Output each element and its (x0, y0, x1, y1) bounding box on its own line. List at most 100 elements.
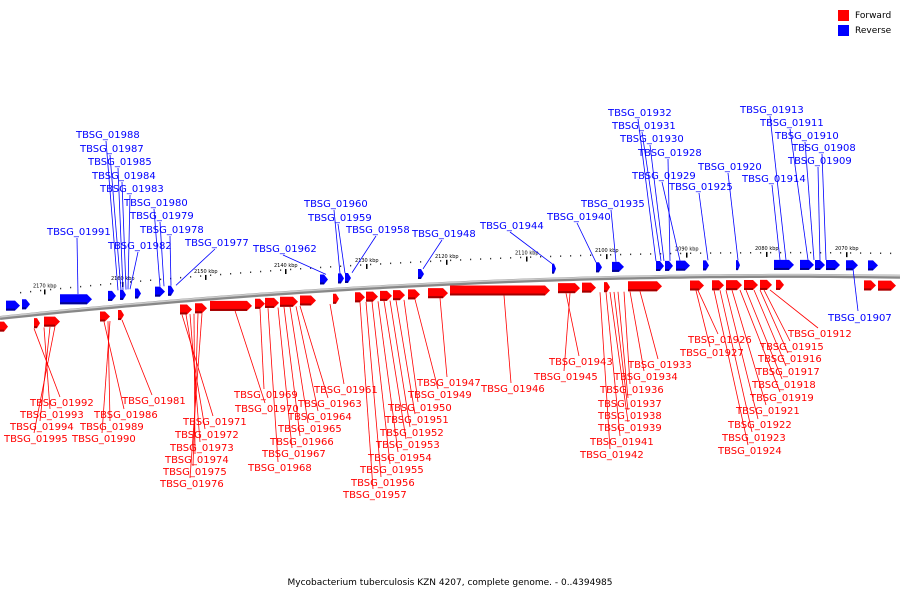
minor-tick (80, 285, 82, 288)
gene-shade (826, 268, 835, 271)
forward-gene-label: TBSG_01976 (159, 479, 224, 490)
forward-gene (408, 289, 420, 300)
minor-tick (340, 265, 342, 267)
reverse-gene-label: TBSG_01940 (546, 212, 611, 223)
minor-tick (70, 286, 72, 289)
minor-tick (380, 263, 382, 265)
minor-tick (210, 274, 212, 276)
reverse-gene-label: TBSG_01988 (75, 130, 140, 141)
forward-label-leader (389, 300, 411, 428)
reverse-gene (135, 288, 141, 299)
reverse-gene (868, 260, 878, 271)
minor-tick (680, 252, 682, 255)
reverse-label-leader (117, 167, 124, 290)
reverse-gene-label: TBSG_01944 (479, 221, 544, 232)
gene-shade (676, 268, 685, 271)
forward-gene-label: TBSG_01994 (9, 422, 74, 433)
forward-gene-label: TBSG_01954 (367, 453, 432, 464)
reverse-gene-label: TBSG_01914 (741, 174, 806, 185)
forward-gene (355, 292, 365, 303)
forward-gene-label: TBSG_01915 (759, 342, 824, 353)
tick-label: 2080 kbp (755, 246, 779, 252)
forward-label-leader (289, 306, 309, 424)
forward-label-leader (121, 319, 153, 396)
forward-gene-label: TBSG_01923 (721, 433, 786, 444)
forward-label-leader (609, 291, 629, 423)
gene-shade (418, 277, 421, 280)
gene-shade (665, 268, 669, 271)
reverse-label-leader (351, 235, 377, 273)
minor-tick (780, 251, 782, 254)
forward-gene (210, 300, 252, 311)
tick-label: 2100 kbp (595, 248, 619, 254)
reverse-gene (656, 261, 664, 272)
minor-tick (760, 252, 762, 254)
forward-gene-label: TBSG_01949 (407, 390, 472, 401)
reverse-label-leader (576, 222, 597, 263)
major-tick (205, 274, 207, 280)
forward-gene-label: TBSG_01916 (757, 354, 822, 365)
minor-tick (50, 288, 52, 291)
reverse-label-leader (175, 248, 216, 286)
legend-item-forward: Forward (838, 8, 891, 23)
legend: Forward Reverse (838, 8, 891, 38)
gene-shade (726, 288, 737, 291)
forward-label-leader (503, 295, 512, 384)
minor-tick (180, 276, 182, 279)
legend-swatch-reverse (838, 25, 849, 36)
forward-label-leader (295, 306, 319, 412)
minor-tick (100, 284, 102, 286)
major-tick (686, 252, 688, 258)
forward-gene (760, 279, 772, 290)
gene-shade (180, 312, 187, 315)
reverse-label-leader (76, 237, 79, 295)
gene-shade (300, 303, 311, 306)
minor-tick (240, 272, 242, 274)
gene-shade (690, 288, 699, 291)
forward-label-leader (234, 310, 266, 404)
gene-shade (320, 282, 324, 285)
forward-gene-label: TBSG_01953 (375, 440, 440, 451)
forward-label-leader (371, 301, 391, 465)
reverse-gene (168, 285, 174, 296)
gene-shade (612, 269, 619, 272)
legend-label-reverse: Reverse (855, 25, 892, 36)
reverse-label-leader (637, 118, 657, 262)
forward-gene-label: TBSG_01939 (597, 423, 662, 434)
reverse-gene (676, 260, 690, 271)
reverse-label-leader (817, 166, 821, 260)
gene-shade (815, 267, 820, 270)
gene-shade (100, 319, 105, 322)
forward-label-leader (565, 293, 580, 357)
reverse-gene-label: TBSG_01984 (91, 171, 156, 182)
gene-shade (774, 267, 789, 270)
reverse-gene (552, 263, 556, 274)
forward-gene-label: TBSG_01971 (182, 417, 247, 428)
minor-tick (400, 262, 402, 264)
reverse-label-leader (789, 128, 809, 260)
forward-gene (195, 303, 207, 314)
minor-tick (560, 255, 562, 257)
minor-tick (620, 253, 622, 256)
forward-label-leader (623, 291, 631, 385)
forward-gene-label: TBSG_01965 (277, 424, 342, 435)
forward-label-leader (185, 314, 206, 430)
gene-shade (800, 267, 809, 270)
minor-tick (420, 261, 422, 263)
minor-tick (690, 252, 692, 254)
reverse-gene (703, 260, 709, 271)
minor-tick (830, 252, 832, 254)
reverse-gene-label: TBSG_01907 (827, 313, 892, 324)
minor-tick (110, 283, 112, 285)
minor-tick (140, 280, 142, 282)
gene-shade (255, 306, 260, 309)
forward-gene (380, 290, 392, 301)
gene-shade (552, 271, 554, 274)
minor-tick (290, 268, 292, 271)
reverse-gene-label: TBSG_01909 (787, 156, 852, 167)
minor-tick (600, 254, 602, 256)
major-tick (44, 289, 46, 295)
gene-shade (280, 304, 293, 307)
reverse-label-leader (121, 181, 127, 290)
forward-label-leader (403, 299, 419, 403)
